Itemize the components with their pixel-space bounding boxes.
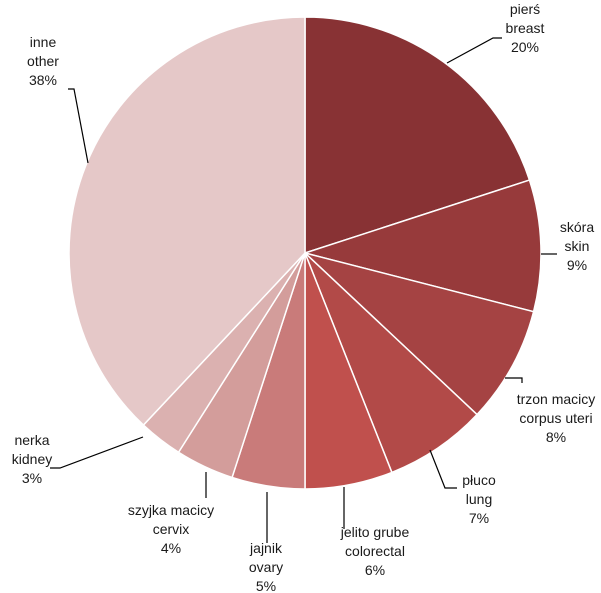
data-label-ovary: jajnik ovary 5% xyxy=(249,540,283,593)
pie-slice-skin xyxy=(302,179,542,313)
data-label-corpus-uteri: trzon macicy corpus uteri 8% xyxy=(517,391,596,445)
label-percent: 4% xyxy=(161,540,181,556)
data-label-colorectal: jelito grube colorectal 6% xyxy=(340,524,410,578)
label-polish: pierś xyxy=(510,1,540,17)
data-label-breast: pierś breast 20% xyxy=(506,1,545,55)
label-polish: trzon macicy xyxy=(517,391,596,407)
label-polish: nerka xyxy=(14,432,49,448)
label-percent: 3% xyxy=(22,470,42,486)
label-polish: jajnik xyxy=(249,540,283,556)
data-label-other: inne other 38% xyxy=(27,34,59,88)
label-polish: inne xyxy=(30,34,57,50)
pie-slice-corpus-uteri xyxy=(304,252,535,416)
label-percent: 7% xyxy=(469,510,489,526)
label-english: other xyxy=(27,53,59,69)
label-percent: 5% xyxy=(256,578,276,593)
label-english: colorectal xyxy=(345,543,405,559)
data-label-kidney: nerka kidney 3% xyxy=(12,432,52,486)
leader-line-lung xyxy=(429,449,457,489)
leader-line-breast xyxy=(446,37,502,64)
label-english: cervix xyxy=(153,521,190,537)
leader-line-other xyxy=(68,88,89,164)
pie-slice-breast xyxy=(304,16,531,255)
label-percent: 20% xyxy=(511,39,539,55)
leader-line-corpus-uteri xyxy=(505,377,523,383)
label-english: lung xyxy=(466,491,492,507)
label-english: corpus uteri xyxy=(519,410,592,426)
label-polish: skóra xyxy=(560,219,594,235)
label-percent: 8% xyxy=(546,429,566,445)
data-label-skin: skóra skin 9% xyxy=(560,219,594,273)
label-polish: jelito grube xyxy=(340,524,410,540)
pie-slice-other xyxy=(68,16,306,427)
label-polish: szyjka macicy xyxy=(128,502,214,518)
label-polish: płuco xyxy=(462,472,496,488)
label-english: skin xyxy=(565,238,590,254)
data-label-cervix: szyjka macicy cervix 4% xyxy=(128,502,214,556)
label-percent: 6% xyxy=(365,562,385,578)
label-english: kidney xyxy=(12,451,52,467)
leader-line-kidney xyxy=(50,436,144,469)
pie-slice-lung xyxy=(304,252,479,474)
label-english: breast xyxy=(506,20,545,36)
label-percent: 9% xyxy=(567,257,587,273)
label-english: ovary xyxy=(249,559,283,575)
data-label-lung: płuco lung 7% xyxy=(462,472,496,526)
label-percent: 38% xyxy=(29,72,57,88)
